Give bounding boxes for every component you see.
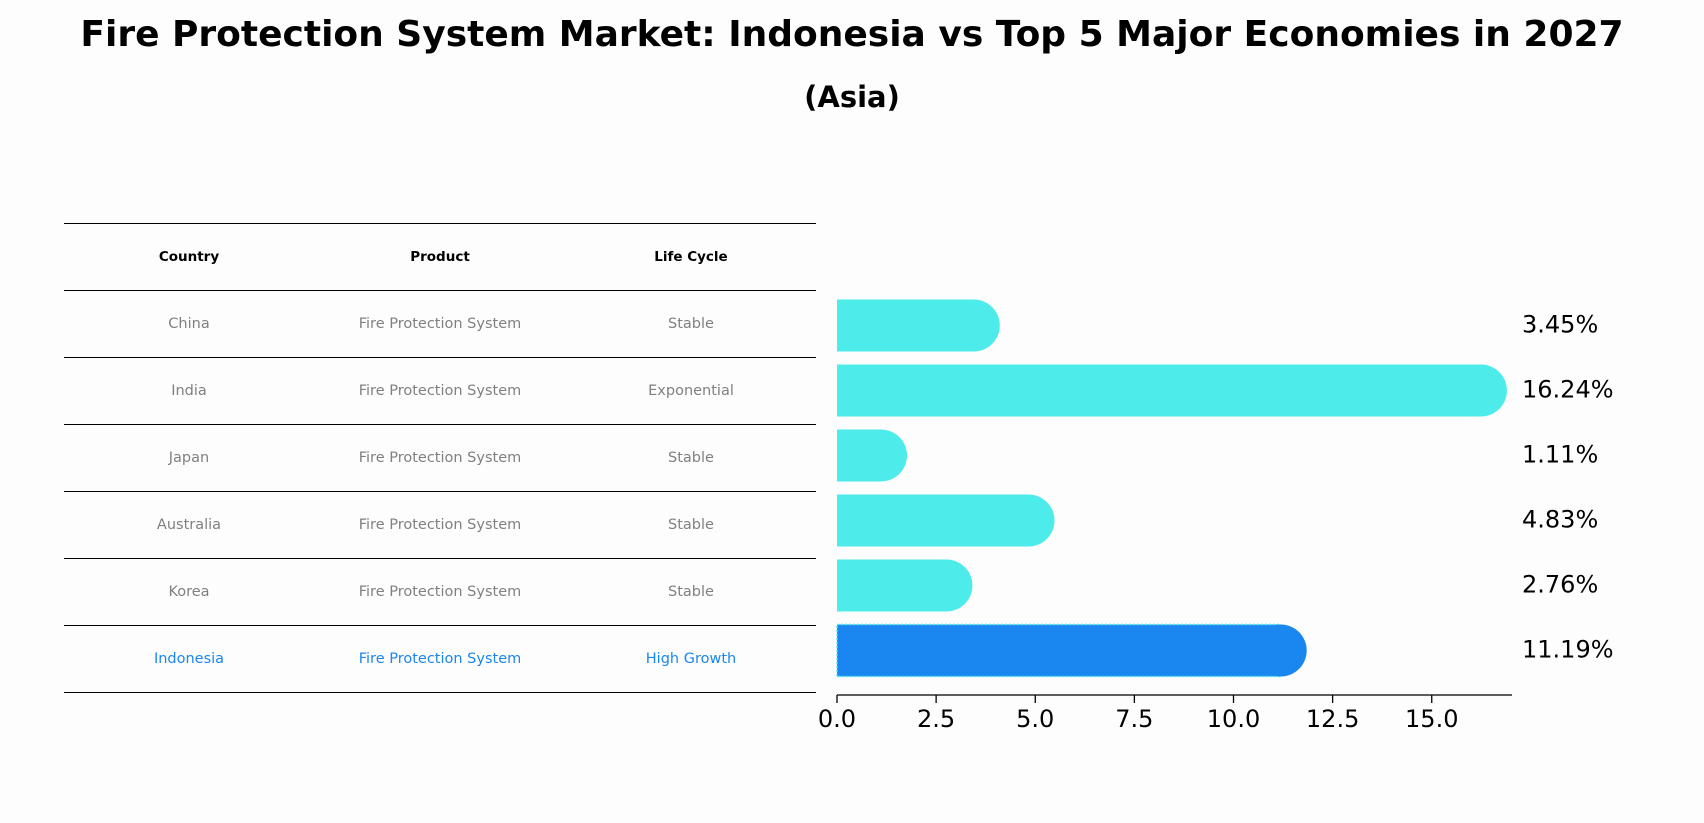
bar-korea: [837, 559, 973, 612]
bar-australia: [837, 494, 1055, 547]
bar-cap: [947, 299, 1000, 352]
cell-country: Japan: [64, 424, 314, 492]
table-row-korea: Korea Fire Protection System Stable: [64, 558, 816, 626]
bar-china: [837, 299, 1000, 352]
table-row-indonesia: Indonesia Fire Protection System High Gr…: [64, 625, 816, 693]
value-label-australia: 4.83%: [1522, 506, 1598, 534]
cell-product: Fire Protection System: [314, 491, 566, 559]
table-row-australia: Australia Fire Protection System Stable: [64, 491, 816, 559]
bar-cap: [1002, 494, 1055, 547]
bar-cap: [920, 559, 973, 612]
bar-japan: [837, 429, 908, 482]
bar-body: [836, 623, 1282, 678]
cell-life-cycle: Stable: [566, 491, 816, 559]
info-table: Country Product Life Cycle China Fire Pr…: [64, 223, 816, 693]
table-row-china: China Fire Protection System Stable: [64, 290, 816, 358]
bar-body: [837, 364, 1481, 417]
bar-cap: [1454, 364, 1507, 417]
cell-life-cycle: Stable: [566, 424, 816, 492]
cell-life-cycle: Stable: [566, 290, 816, 358]
x-tick-label: 5.0: [1016, 705, 1054, 733]
x-tick-label: 12.5: [1306, 705, 1359, 733]
value-label-india: 16.24%: [1522, 376, 1614, 404]
value-label-korea: 2.76%: [1522, 571, 1598, 599]
x-tick-label: 15.0: [1405, 705, 1458, 733]
bar-india: [837, 364, 1507, 417]
table-row-japan: Japan Fire Protection System Stable: [64, 424, 816, 492]
cell-country: Indonesia: [64, 625, 314, 693]
header-country: Country: [64, 223, 314, 291]
cell-country: India: [64, 357, 314, 425]
cell-life-cycle: Stable: [566, 558, 816, 626]
x-tick-label: 2.5: [917, 705, 955, 733]
cell-life-cycle: High Growth: [566, 625, 816, 693]
header-life-cycle: Life Cycle: [566, 223, 816, 291]
cell-product: Fire Protection System: [314, 357, 566, 425]
cell-product: Fire Protection System: [314, 625, 566, 693]
value-label-indonesia: 11.19%: [1522, 636, 1614, 664]
value-label-china: 3.45%: [1522, 311, 1598, 339]
value-label-japan: 1.11%: [1522, 441, 1598, 469]
cell-country: China: [64, 290, 314, 358]
table-header-row: Country Product Life Cycle: [64, 223, 816, 291]
bar-body: [837, 494, 1029, 547]
x-tick-label: 7.5: [1115, 705, 1153, 733]
cell-country: Korea: [64, 558, 314, 626]
cell-product: Fire Protection System: [314, 290, 566, 358]
cell-product: Fire Protection System: [314, 558, 566, 626]
header-product: Product: [314, 223, 566, 291]
bar-cap: [855, 429, 908, 482]
x-tick-label: 10.0: [1207, 705, 1260, 733]
cell-country: Australia: [64, 491, 314, 559]
table-row-india: India Fire Protection System Exponential: [64, 357, 816, 425]
bar-cap: [1254, 624, 1307, 677]
chart-subtitle: (Asia): [804, 80, 900, 114]
cell-product: Fire Protection System: [314, 424, 566, 492]
bar-indonesia: [836, 623, 1307, 678]
x-tick-label: 0.0: [818, 705, 856, 733]
chart-title: Fire Protection System Market: Indonesia…: [80, 14, 1624, 55]
cell-life-cycle: Exponential: [566, 357, 816, 425]
